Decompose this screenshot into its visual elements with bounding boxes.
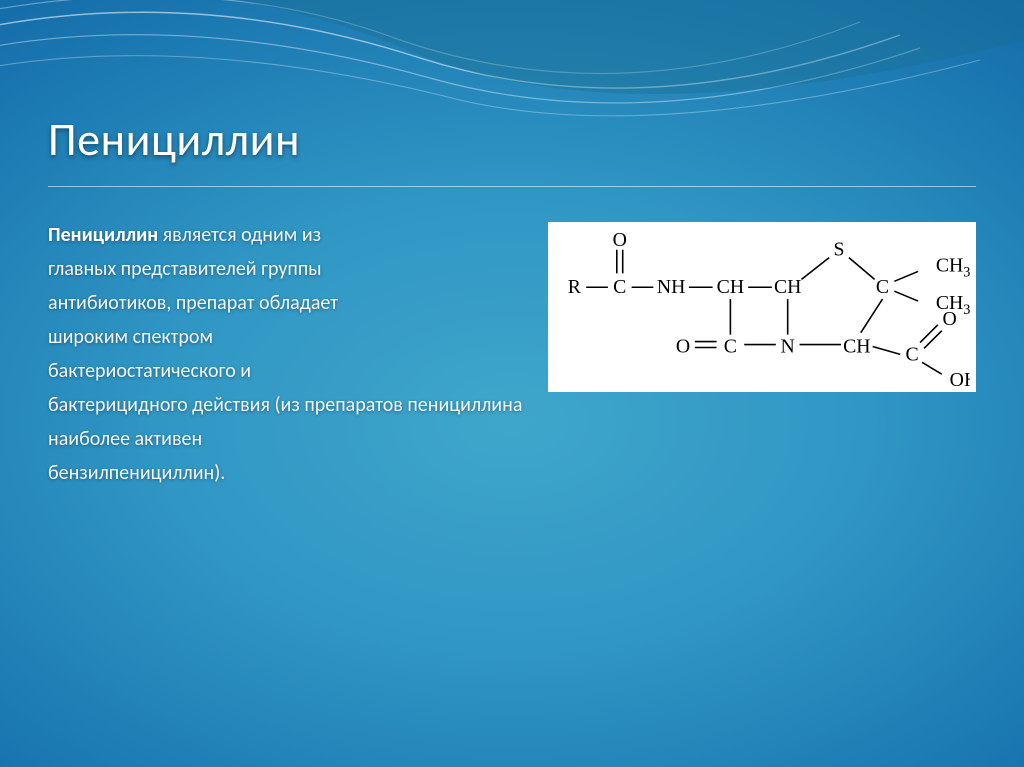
chem-OH: OH: [950, 369, 970, 388]
body-area: O R C NH CH CH S C CH3 CH3 C O N CH C O: [48, 218, 976, 490]
chemical-formula: O R C NH CH CH S C CH3 CH3 C O N CH C O: [548, 222, 976, 392]
chem-C-acid: C: [906, 343, 919, 365]
chem-NH: NH: [657, 276, 686, 298]
decorative-swoosh: [0, 0, 1024, 200]
slide: Пенициллин: [0, 0, 1024, 767]
chem-R: R: [568, 276, 582, 298]
chem-N: N: [781, 335, 795, 357]
chem-CH-c: CH: [843, 335, 870, 357]
chem-CH-b: CH: [774, 276, 801, 298]
body-line-6: бактерицидного действия (из препаратов п…: [48, 388, 976, 456]
chem-CH-a: CH: [717, 276, 744, 298]
chem-C-implicit: C: [613, 276, 626, 298]
chem-C-right: C: [876, 276, 889, 298]
body-lead: Пенициллин: [48, 223, 158, 247]
chem-CH3-a: CH3: [936, 254, 970, 280]
chem-S: S: [834, 239, 845, 261]
chem-O-acid: O: [943, 308, 957, 330]
body-line-1-rest: является одним из: [158, 223, 321, 247]
chem-O-mid: O: [676, 335, 690, 357]
body-line-7: бензилпенициллин).: [48, 456, 976, 490]
page-title: Пенициллин: [48, 112, 300, 168]
chem-O-top: O: [613, 229, 627, 251]
chem-C-mid: C: [724, 335, 737, 357]
title-underline: [48, 186, 976, 187]
